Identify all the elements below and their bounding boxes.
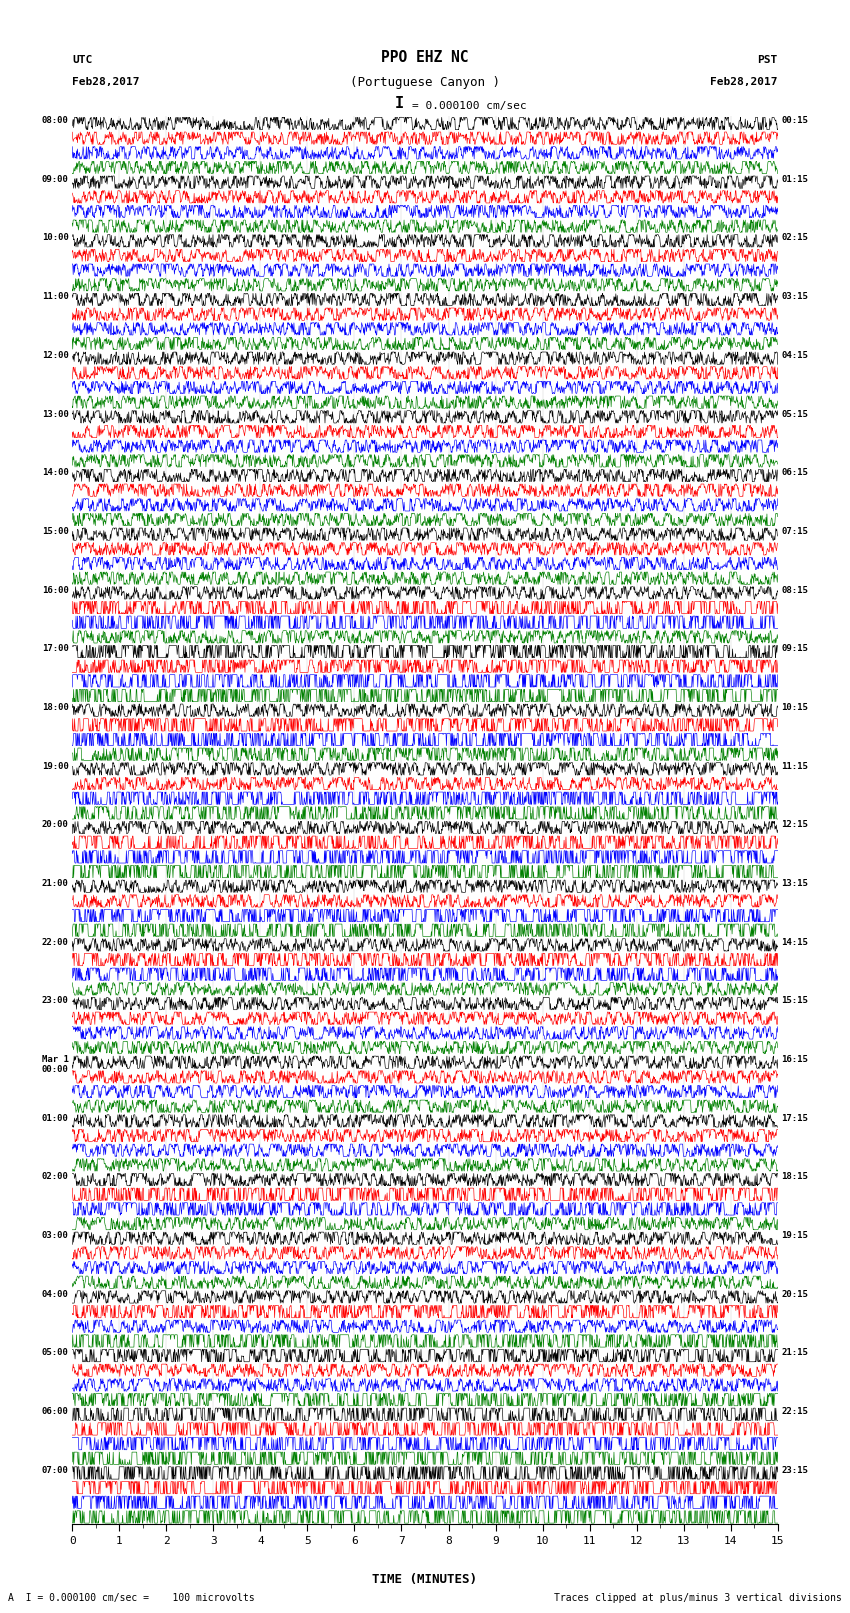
Text: 15:15: 15:15 [781, 997, 808, 1005]
Text: 21:00: 21:00 [42, 879, 69, 887]
Text: 01:00: 01:00 [42, 1113, 69, 1123]
Text: 02:15: 02:15 [781, 234, 808, 242]
Text: 01:15: 01:15 [781, 174, 808, 184]
Text: 21:15: 21:15 [781, 1348, 808, 1357]
Text: 03:15: 03:15 [781, 292, 808, 302]
Text: 18:15: 18:15 [781, 1173, 808, 1181]
Text: 22:15: 22:15 [781, 1407, 808, 1416]
Text: 08:00: 08:00 [42, 116, 69, 126]
Text: 17:00: 17:00 [42, 644, 69, 653]
Text: 06:00: 06:00 [42, 1407, 69, 1416]
Text: 22:00: 22:00 [42, 937, 69, 947]
Text: Feb28,2017: Feb28,2017 [72, 77, 139, 87]
Text: 20:00: 20:00 [42, 821, 69, 829]
Text: 20:15: 20:15 [781, 1290, 808, 1298]
Text: 23:00: 23:00 [42, 997, 69, 1005]
Text: 23:15: 23:15 [781, 1466, 808, 1474]
Text: PST: PST [757, 55, 778, 65]
Text: I: I [395, 97, 404, 111]
Text: 13:15: 13:15 [781, 879, 808, 887]
Text: 09:15: 09:15 [781, 644, 808, 653]
Text: 03:00: 03:00 [42, 1231, 69, 1240]
Text: 17:15: 17:15 [781, 1113, 808, 1123]
Text: UTC: UTC [72, 55, 93, 65]
Text: 14:00: 14:00 [42, 468, 69, 477]
Text: 05:15: 05:15 [781, 410, 808, 418]
Text: 12:15: 12:15 [781, 821, 808, 829]
Text: 07:15: 07:15 [781, 527, 808, 536]
Text: 19:00: 19:00 [42, 761, 69, 771]
Text: A  I = 0.000100 cm/sec =    100 microvolts: A I = 0.000100 cm/sec = 100 microvolts [8, 1594, 255, 1603]
Text: 11:15: 11:15 [781, 761, 808, 771]
Text: 05:00: 05:00 [42, 1348, 69, 1357]
Text: 16:00: 16:00 [42, 586, 69, 595]
Text: 00:15: 00:15 [781, 116, 808, 126]
Text: Feb28,2017: Feb28,2017 [711, 77, 778, 87]
Text: 14:15: 14:15 [781, 937, 808, 947]
Text: 15:00: 15:00 [42, 527, 69, 536]
Text: 11:00: 11:00 [42, 292, 69, 302]
Text: = 0.000100 cm/sec: = 0.000100 cm/sec [412, 102, 527, 111]
Text: 19:15: 19:15 [781, 1231, 808, 1240]
Text: Mar 1
00:00: Mar 1 00:00 [42, 1055, 69, 1074]
Text: 13:00: 13:00 [42, 410, 69, 418]
Text: 07:00: 07:00 [42, 1466, 69, 1474]
Text: PPO EHZ NC: PPO EHZ NC [382, 50, 468, 65]
Text: 02:00: 02:00 [42, 1173, 69, 1181]
Text: 06:15: 06:15 [781, 468, 808, 477]
Text: (Portuguese Canyon ): (Portuguese Canyon ) [350, 76, 500, 89]
Text: Traces clipped at plus/minus 3 vertical divisions: Traces clipped at plus/minus 3 vertical … [553, 1594, 842, 1603]
Text: 16:15: 16:15 [781, 1055, 808, 1065]
Text: TIME (MINUTES): TIME (MINUTES) [372, 1573, 478, 1586]
Text: 04:00: 04:00 [42, 1290, 69, 1298]
Text: 04:15: 04:15 [781, 350, 808, 360]
Text: 08:15: 08:15 [781, 586, 808, 595]
Text: 10:15: 10:15 [781, 703, 808, 711]
Text: 10:00: 10:00 [42, 234, 69, 242]
Text: 12:00: 12:00 [42, 350, 69, 360]
Text: 18:00: 18:00 [42, 703, 69, 711]
Text: 09:00: 09:00 [42, 174, 69, 184]
